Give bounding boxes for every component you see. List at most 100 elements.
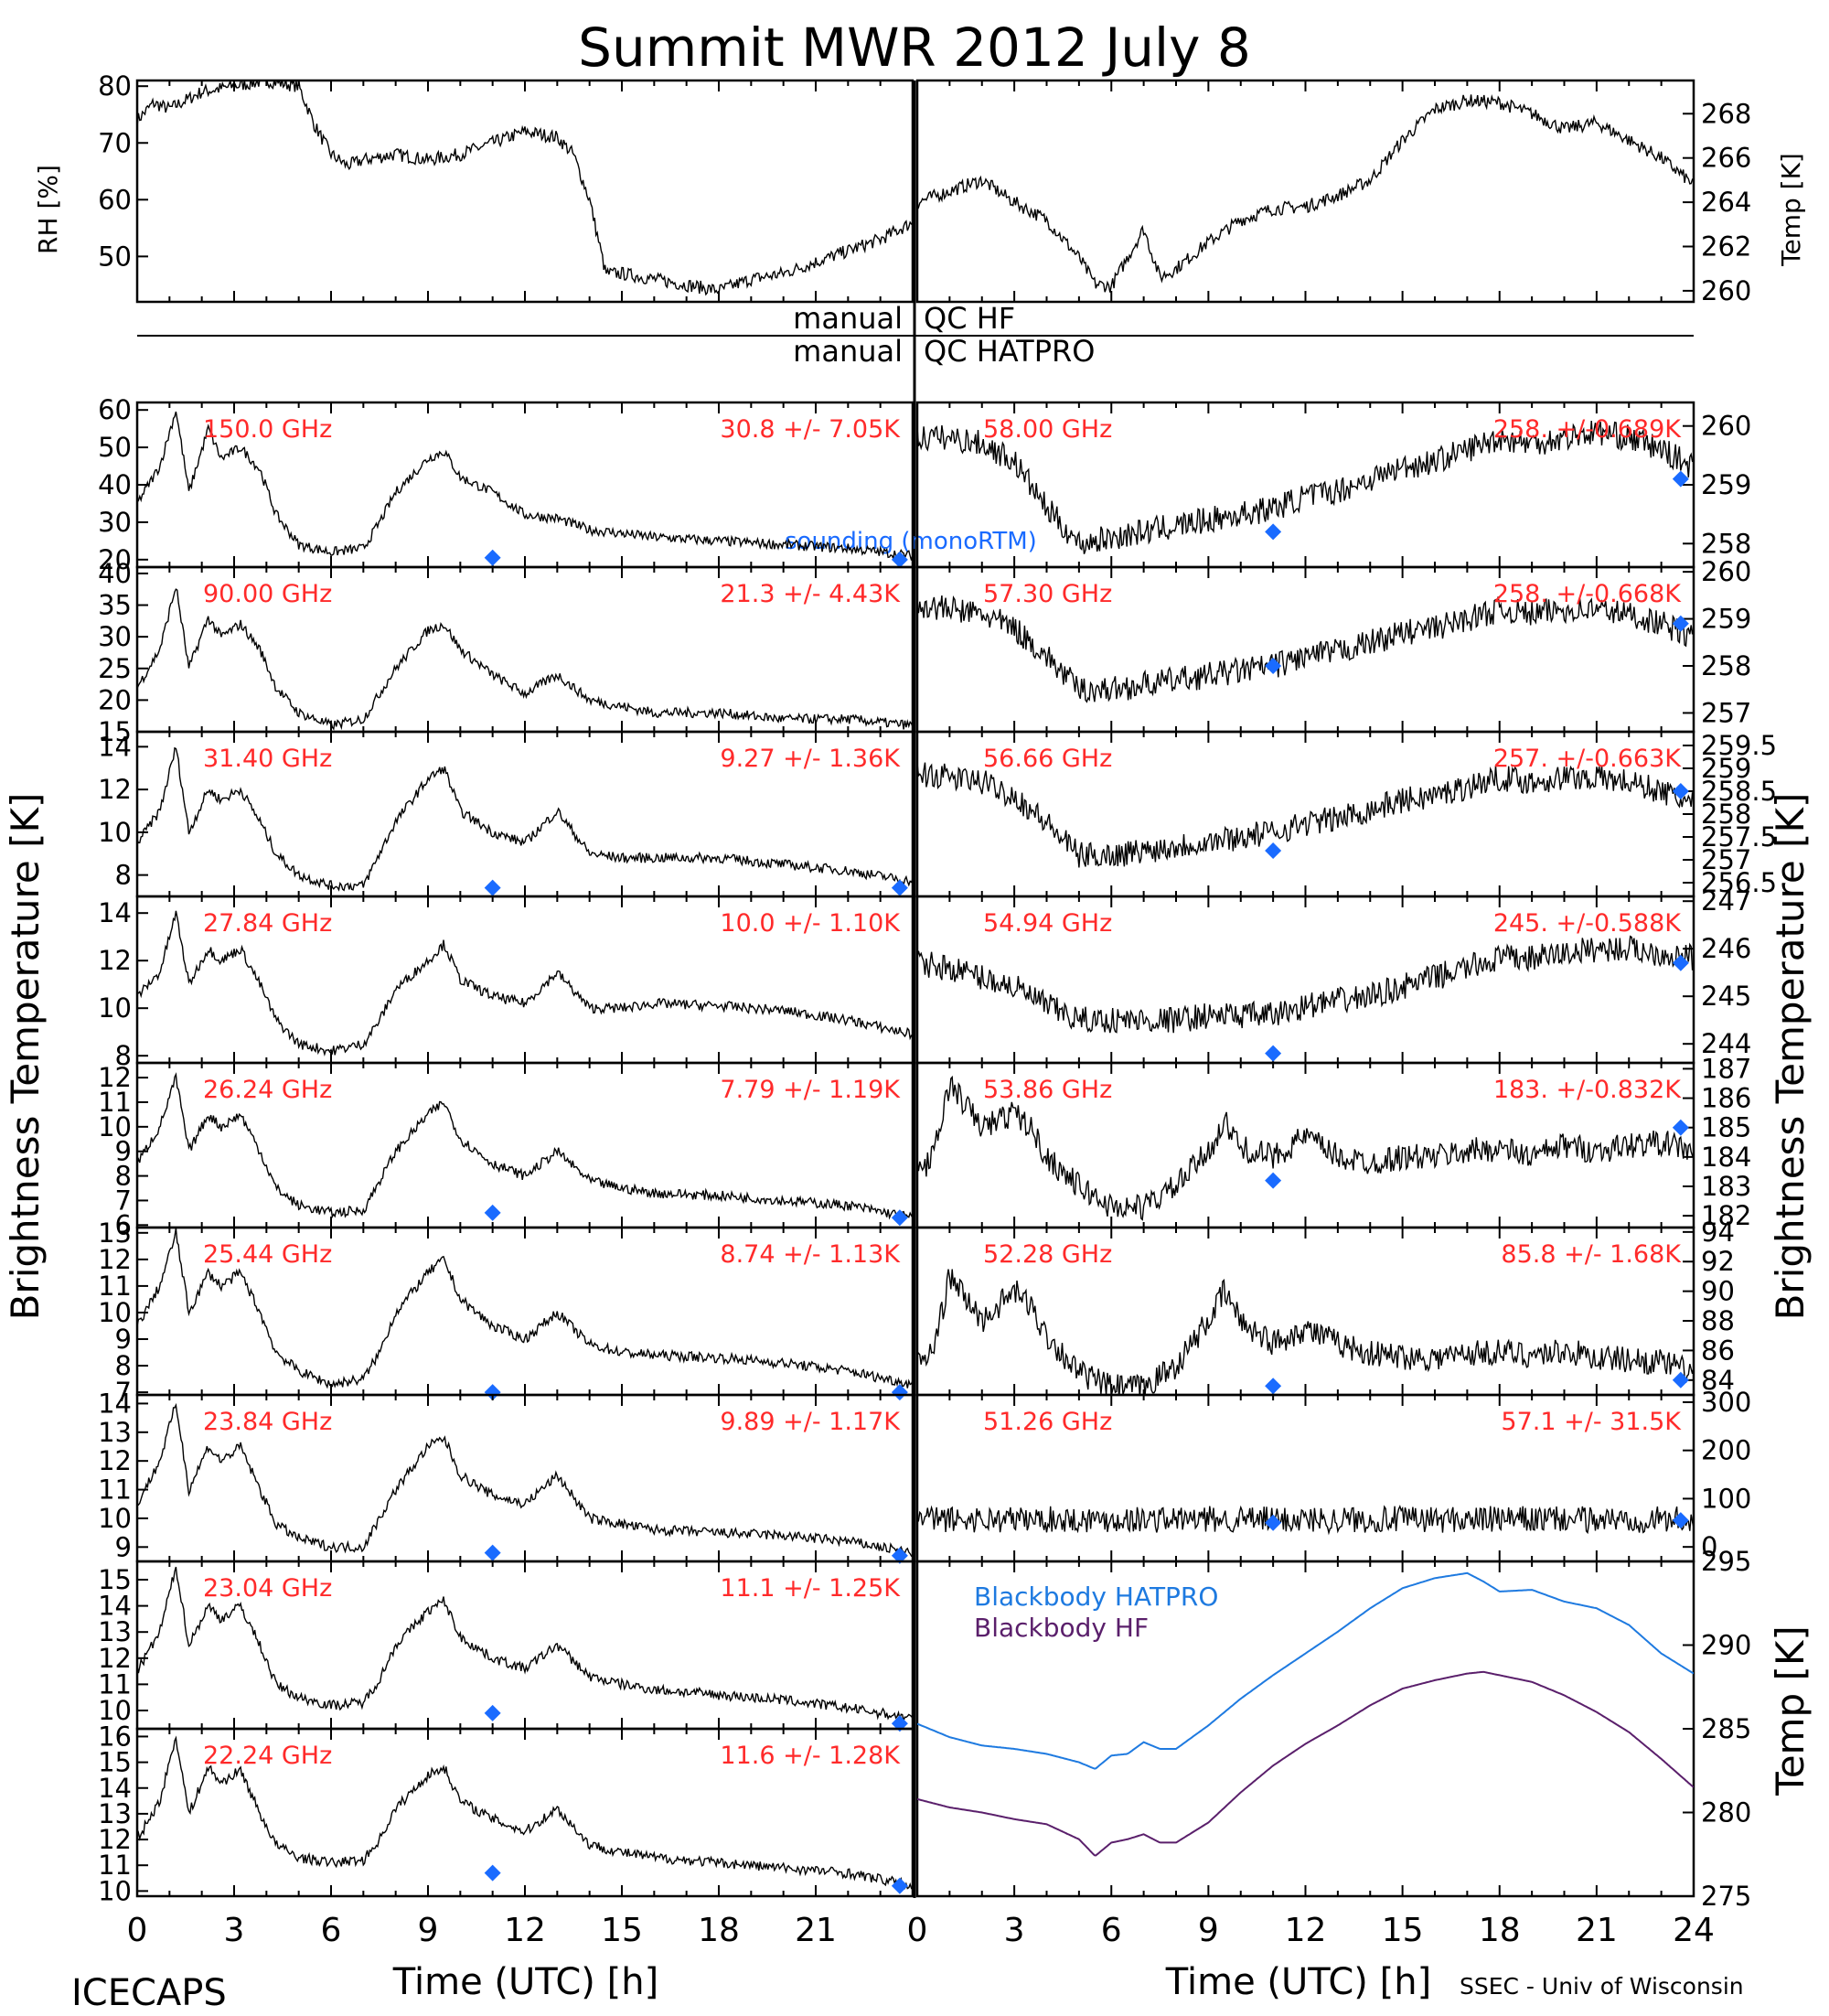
y-tick-label: 50 xyxy=(98,241,132,272)
x-tick-label: 21 xyxy=(1576,1912,1618,1949)
sounding-point xyxy=(891,1547,908,1564)
left-panel-3: 8 10 12 14 27.84 GHz 10.0 +/- 1.10K xyxy=(98,895,914,1071)
y-tick-label: 35 xyxy=(98,590,132,621)
y-tick-label: 14 xyxy=(98,897,132,928)
sounding-point xyxy=(891,1384,908,1401)
sounding-point xyxy=(891,1209,908,1227)
frequency-label: 54.94 GHz xyxy=(983,909,1112,938)
x-tick-label: 0 xyxy=(907,1912,928,1949)
y-tick-label: 10 xyxy=(98,1297,132,1328)
x-tick-label: 18 xyxy=(1479,1912,1521,1949)
y-tick-label: 275 xyxy=(1701,1881,1751,1912)
series-line xyxy=(137,411,913,562)
sounding-point xyxy=(484,1704,501,1721)
y-tick-label: 8 xyxy=(115,1161,132,1192)
y-tick-label: 7 xyxy=(115,1377,132,1408)
legend-entry-2: Blackbody HF xyxy=(974,1613,1149,1643)
series-line xyxy=(917,93,1694,293)
y-tick-label: 264 xyxy=(1701,187,1751,218)
y-tick-label: 14 xyxy=(98,731,132,762)
stats-label: 85.8 +/- 1.68K xyxy=(1501,1240,1682,1269)
legend-entry-1: Blackbody HATPRO xyxy=(974,1582,1218,1612)
right-plot-area xyxy=(917,762,1694,868)
right-plot-area xyxy=(917,935,1694,1034)
stats-label: 9.27 +/- 1.36K xyxy=(720,745,901,773)
y-tick-label: 7 xyxy=(115,1185,132,1216)
frequency-label: 27.84 GHz xyxy=(203,909,332,938)
y-tick-label: 259.5 xyxy=(1701,730,1777,761)
stats-label: 7.79 +/- 1.19K xyxy=(720,1076,901,1104)
y-tick-label: 280 xyxy=(1701,1797,1751,1828)
y-tick-label: 257 xyxy=(1701,844,1751,875)
y-tick-label: 300 xyxy=(1701,1387,1751,1418)
y-tick-label: 260 xyxy=(1701,275,1751,306)
stats-label: 183. +/-0.832K xyxy=(1493,1076,1682,1104)
y-tick-label: 10 xyxy=(98,1111,132,1142)
y-tick-label: 15 xyxy=(98,1564,132,1595)
left-panel-2: 8 10 12 14 31.40 GHz 9.27 +/- 1.36K xyxy=(98,730,914,898)
y-tick-label: 259 xyxy=(1701,604,1751,635)
y-tick-label: 10 xyxy=(98,992,132,1024)
y-tick-label: 20 xyxy=(98,684,132,715)
left-plot-area xyxy=(137,746,913,892)
rh-frame xyxy=(135,79,914,304)
y-tick-label: 88 xyxy=(1701,1305,1735,1336)
qc-label-manual-1: manual xyxy=(793,301,903,336)
y-tick-label: 11 xyxy=(98,1474,132,1506)
right-plot-area xyxy=(917,420,1694,554)
series-line xyxy=(917,935,1694,1034)
y-tick-label: 260 xyxy=(1701,411,1751,442)
left-plot-area xyxy=(137,1402,913,1557)
y-tick-label: 246 xyxy=(1701,933,1751,964)
y-tick-label: 14 xyxy=(98,1773,132,1804)
frequency-label: 25.44 GHz xyxy=(203,1240,332,1269)
left-plot-area xyxy=(137,588,913,731)
y-tick-label: 15 xyxy=(98,1747,132,1778)
series-line xyxy=(917,595,1694,703)
sounding-point xyxy=(1672,470,1689,488)
series-line-1 xyxy=(917,1571,1694,1770)
y-tick-label: 12 xyxy=(98,1643,132,1674)
y-tick-label: 245 xyxy=(1701,981,1751,1012)
stats-label: 57.1 +/- 31.5K xyxy=(1501,1408,1682,1436)
temp-axis-label: Temp [K] xyxy=(1776,153,1806,267)
right-panel-3: 244 245 246 247 54.94 GHz 245. +/-0.588K xyxy=(915,885,1751,1065)
stats-label: 258. +/-0.668K xyxy=(1493,580,1682,608)
stats-label: 10.0 +/- 1.10K xyxy=(720,909,901,938)
y-tick-label: 40 xyxy=(98,469,132,500)
y-tick-label: 247 xyxy=(1701,885,1751,917)
y-tick-label: 10 xyxy=(98,817,132,848)
series-line xyxy=(137,1735,913,1890)
y-tick-label: 183 xyxy=(1701,1171,1751,1202)
y-tick-label: 11 xyxy=(98,1087,132,1118)
sounding-point xyxy=(1265,1045,1282,1062)
frequency-label: 58.00 GHz xyxy=(983,415,1112,444)
sounding-point xyxy=(484,879,501,896)
sounding-point xyxy=(1672,1119,1689,1136)
stats-label: 257. +/-0.663K xyxy=(1493,745,1682,773)
y-tick-label: 13 xyxy=(98,1798,132,1829)
rh-axis-label: RH [%] xyxy=(33,165,63,254)
series-line xyxy=(137,746,913,892)
series-line xyxy=(137,910,913,1057)
right-plot-area xyxy=(917,1075,1694,1221)
y-tick-label: 6 xyxy=(115,1209,132,1240)
right-plot-area xyxy=(917,1505,1694,1536)
sounding-point xyxy=(1265,523,1282,541)
y-tick-label: 25 xyxy=(98,653,132,684)
y-tick-label: 12 xyxy=(98,1062,132,1093)
y-tick-label: 10 xyxy=(98,1503,132,1534)
qc-label-manual-2: manual xyxy=(793,334,903,369)
sounding-point xyxy=(1265,1378,1282,1395)
sounding-label: sounding (monoRTM) xyxy=(785,528,1037,555)
frequency-label: 53.86 GHz xyxy=(983,1076,1112,1104)
y-tick-label: 10 xyxy=(98,1875,132,1906)
y-tick-label: 258 xyxy=(1701,650,1751,681)
sounding-point xyxy=(484,1864,501,1882)
qc-label-hf: QC HF xyxy=(924,301,1015,336)
stats-label: 11.1 +/- 1.25K xyxy=(720,1574,901,1603)
